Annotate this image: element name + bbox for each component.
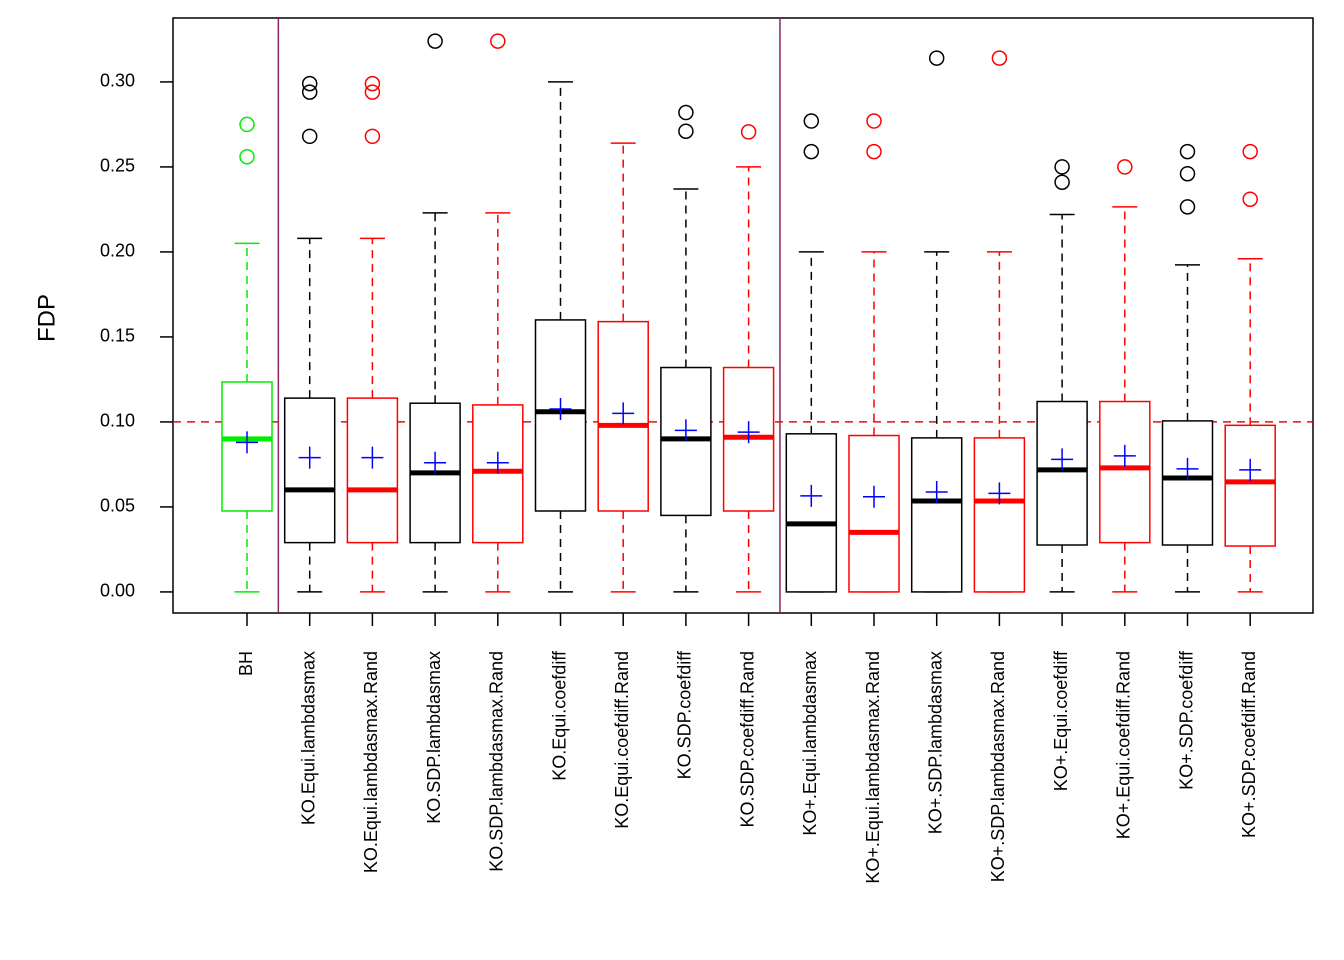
mean-marker xyxy=(863,485,885,508)
mean-marker xyxy=(424,451,447,474)
outlier xyxy=(866,143,882,160)
outlier xyxy=(301,128,318,145)
box xyxy=(910,437,963,593)
outlier xyxy=(928,50,945,66)
mean-marker xyxy=(361,446,384,469)
mean-marker xyxy=(1051,448,1074,471)
mean-marker xyxy=(549,398,572,420)
box xyxy=(973,437,1026,593)
y-tick-label: 0.15 xyxy=(100,326,135,346)
outlier xyxy=(301,84,318,100)
box xyxy=(1161,420,1214,546)
mean-marker xyxy=(236,431,258,454)
mean-marker xyxy=(486,451,509,474)
y-axis-label: FDP xyxy=(33,294,60,342)
y-tick-label: 0.00 xyxy=(100,581,135,601)
mean-marker xyxy=(1176,457,1199,480)
box xyxy=(660,366,712,517)
y-tick-label: 0.25 xyxy=(100,156,135,176)
mean-marker xyxy=(737,421,760,444)
outlier xyxy=(490,33,506,49)
outlier xyxy=(364,84,381,100)
box xyxy=(346,397,399,544)
x-tick-label: KO+.Equi.coefdiff xyxy=(1051,650,1071,791)
box xyxy=(472,404,524,544)
outlier xyxy=(301,75,318,92)
outlier xyxy=(1179,199,1196,215)
y-tick-label: 0.20 xyxy=(100,241,135,261)
outlier xyxy=(1179,143,1196,160)
x-tick-label: KO.Equi.lambdasmax.Rand xyxy=(361,651,381,873)
y-tick-label: 0.10 xyxy=(100,411,135,431)
x-tick-label: KO.Equi.coefdiff.Rand xyxy=(612,651,632,829)
mean-marker xyxy=(925,480,948,503)
outlier xyxy=(678,123,694,139)
outlier xyxy=(427,33,443,49)
x-tick-label: KO+.Equi.lambdasmax xyxy=(800,651,820,836)
mean-marker xyxy=(674,419,697,442)
outlier xyxy=(1117,159,1133,175)
box xyxy=(848,434,900,593)
x-tick-label: KO+.Equi.lambdasmax.Rand xyxy=(863,651,883,884)
x-tick-label: BH xyxy=(236,651,256,676)
outlier xyxy=(740,124,757,140)
outlier xyxy=(1054,174,1070,190)
x-tick-label: KO.Equi.coefdiff xyxy=(549,650,569,781)
outlier xyxy=(678,104,694,121)
x-tick-label: KO.SDP.lambdasmax xyxy=(424,651,444,824)
outlier xyxy=(1242,143,1258,160)
x-tick-label: KO.SDP.coefdiff xyxy=(675,650,695,779)
mean-marker xyxy=(298,446,321,469)
x-tick-label: KO.SDP.lambdasmax.Rand xyxy=(487,651,507,872)
x-tick-label: KO+.SDP.lambdasmax xyxy=(925,651,945,834)
mean-marker xyxy=(1113,444,1136,467)
x-tick-label: KO+.SDP.coefdiff.Rand xyxy=(1239,651,1259,838)
outlier xyxy=(364,75,381,92)
x-tick-label: KO.SDP.coefdiff.Rand xyxy=(737,651,757,827)
outlier xyxy=(239,116,255,133)
outlier xyxy=(1054,159,1070,175)
y-tick-label: 0.30 xyxy=(100,71,135,91)
outlier xyxy=(364,128,381,145)
plot-frame xyxy=(172,17,1314,614)
outlier xyxy=(803,113,820,129)
mean-marker xyxy=(988,482,1011,505)
mean-marker xyxy=(800,484,823,507)
outlier xyxy=(866,113,882,129)
box xyxy=(283,397,336,544)
y-tick-label: 0.05 xyxy=(100,496,135,516)
mean-marker xyxy=(1239,458,1262,481)
x-tick-label: KO.Equi.lambdasmax xyxy=(298,651,318,825)
box xyxy=(785,433,838,593)
outlier xyxy=(239,148,255,165)
mean-marker xyxy=(612,402,635,425)
x-tick-label: KO+.SDP.lambdasmax.Rand xyxy=(988,651,1008,882)
outlier xyxy=(991,50,1008,66)
box xyxy=(1224,424,1276,547)
box xyxy=(1036,400,1088,546)
x-tick-label: KO+.SDP.coefdiff xyxy=(1176,650,1196,790)
x-tick-label: KO+.Equi.coefdiff.Rand xyxy=(1114,651,1134,839)
box xyxy=(1099,400,1151,544)
outlier xyxy=(803,143,820,160)
outlier xyxy=(1179,165,1196,182)
outlier xyxy=(1242,191,1258,207)
